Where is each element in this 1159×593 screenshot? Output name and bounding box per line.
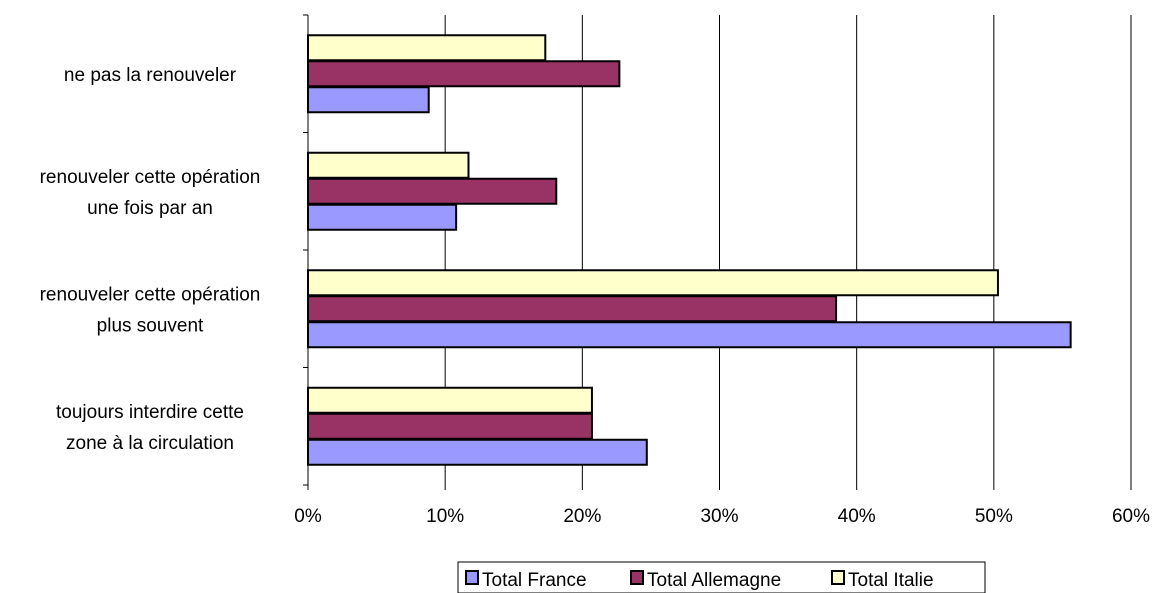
legend-swatch bbox=[465, 570, 479, 585]
x-tick-label: 20% bbox=[563, 506, 601, 527]
bar-total-allemagne bbox=[307, 60, 621, 88]
bar-total-italie bbox=[307, 386, 593, 414]
category-label: une fois par an bbox=[87, 198, 213, 219]
x-tick-label: 40% bbox=[838, 506, 876, 527]
bars bbox=[307, 34, 1072, 466]
bar-total-france bbox=[307, 203, 458, 231]
category-labels: ne pas la renouveler renouveler cette opé… bbox=[40, 65, 261, 454]
x-tick-labels: 0% 10% 20% 30% 40% 50% 60% bbox=[294, 506, 1150, 527]
bar-total-italie bbox=[307, 34, 547, 62]
bar-total-france bbox=[307, 321, 1072, 349]
legend-box bbox=[457, 561, 986, 593]
x-tick-label: 60% bbox=[1112, 506, 1150, 527]
category-label: renouveler cette opération bbox=[40, 284, 261, 305]
bar-total-france bbox=[307, 438, 648, 466]
bar-total-italie bbox=[307, 269, 999, 297]
x-tick-label: 10% bbox=[426, 506, 464, 527]
x-tick-label: 50% bbox=[975, 506, 1013, 527]
legend: Total France Total Allemagne Total Italie bbox=[457, 561, 986, 593]
category-label: zone à la circulation bbox=[66, 433, 234, 454]
bar-total-italie bbox=[307, 151, 470, 179]
x-tick-label: 30% bbox=[700, 506, 738, 527]
legend-label: Total France bbox=[482, 570, 587, 591]
legend-label: Total Allemagne bbox=[647, 570, 781, 591]
bar-total-allemagne bbox=[307, 177, 558, 205]
bar-total-allemagne bbox=[307, 295, 838, 323]
legend-swatch bbox=[630, 570, 644, 585]
category-label: renouveler cette opération bbox=[40, 167, 261, 188]
legend-swatch bbox=[831, 570, 845, 585]
category-label: plus souvent bbox=[97, 315, 204, 336]
category-label: ne pas la renouveler bbox=[64, 65, 237, 86]
axes bbox=[303, 14, 1132, 490]
bar-total-france bbox=[307, 86, 430, 114]
bar-total-allemagne bbox=[307, 412, 593, 440]
legend-label: Total Italie bbox=[848, 570, 934, 591]
category-label: toujours interdire cette bbox=[56, 402, 244, 423]
x-tick-label: 0% bbox=[294, 506, 322, 527]
